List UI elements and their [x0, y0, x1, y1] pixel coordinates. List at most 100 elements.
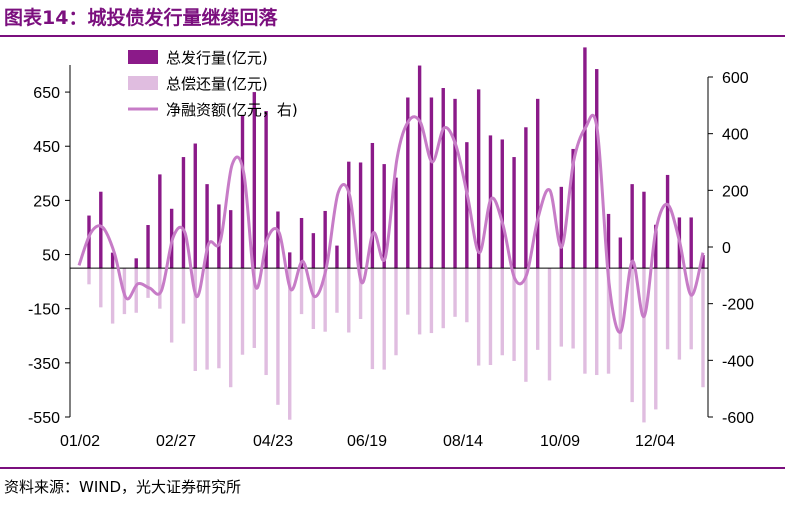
issuance-bar [406, 97, 410, 269]
issuance-bar [394, 177, 398, 269]
issuance-bar [228, 210, 233, 269]
left-axis-tick-label: 250 [33, 193, 60, 210]
issuance-bar [441, 88, 445, 269]
repayment-bar [193, 268, 197, 371]
repayment-bar [465, 268, 469, 323]
repayment-bar [358, 268, 363, 319]
issuance-bar [382, 164, 386, 269]
repayment-bar [535, 268, 540, 350]
repayment-bar [169, 268, 174, 343]
repayment-bar [595, 268, 599, 376]
issuance-bar [417, 65, 422, 269]
issuance-bar [453, 98, 457, 269]
repayment-bar [417, 268, 422, 335]
issuance-bar [252, 92, 257, 269]
left-axis-tick-label: -150 [28, 302, 60, 319]
title-divider [0, 35, 785, 37]
issuance-bar [311, 233, 316, 269]
issuance-bar [465, 142, 469, 269]
repayment-bar [394, 268, 398, 356]
issuance-bar [606, 213, 611, 269]
repayment-bar [299, 268, 304, 315]
issuance-bar [110, 252, 115, 269]
repayment-bar [181, 268, 186, 324]
issuance-bar [571, 148, 575, 269]
right-axis-tick-label: -200 [722, 297, 754, 314]
issuance-bar [559, 186, 564, 269]
issuance-bar [347, 161, 351, 269]
right-axis-tick-label: -400 [722, 353, 754, 370]
repayment-bar [606, 268, 611, 374]
issuance-bar [370, 142, 375, 269]
repayment-bar [512, 268, 516, 361]
repayment-bar [240, 268, 245, 355]
issuance-bar [595, 69, 599, 269]
issuance-bar [158, 174, 162, 269]
left-axis-tick-label: 50 [42, 248, 60, 265]
issuance-bar [583, 47, 587, 269]
repayment-bar [571, 268, 575, 349]
repayment-bar [347, 268, 351, 333]
issuance-bar [99, 191, 103, 269]
legend-swatch-repayment [128, 76, 158, 90]
issuance-bar [618, 237, 623, 269]
net-financing-line [77, 113, 705, 334]
left-axis-tick-label: 650 [33, 85, 60, 102]
issuance-bar [358, 162, 363, 269]
repayment-bar [217, 268, 221, 369]
issuance-bar [146, 225, 150, 269]
repayment-bar [524, 268, 528, 382]
repayment-bar [276, 268, 280, 405]
repayment-bar [488, 268, 493, 366]
repayment-bar [583, 268, 587, 374]
issuance-bar [654, 224, 658, 269]
repayment-bar [677, 268, 682, 360]
left-axis-tick-label: 450 [33, 139, 60, 156]
source-divider [0, 467, 785, 469]
repayment-bar [654, 268, 658, 410]
chart-title: 图表14：城投债发行量继续回落 [4, 7, 278, 29]
right-axis-tick-label: 200 [722, 183, 749, 200]
legend-label: 净融资额(亿元，右) [166, 101, 298, 119]
source-note: 资料来源：WIND，光大证券研究所 [4, 478, 242, 496]
repayment-bar [429, 268, 434, 334]
repayment-bar [288, 268, 292, 420]
issuance-bar [524, 127, 528, 269]
repayment-bar [252, 268, 257, 348]
x-axis-tick-label: 08/14 [443, 433, 483, 450]
repayment-bar [665, 268, 670, 350]
repayment-bar [158, 268, 162, 309]
repayment-bar [689, 268, 693, 350]
repayment-bar [453, 268, 457, 317]
issuance-bar [500, 139, 504, 269]
legend-label: 总发行量(亿元) [166, 49, 268, 67]
repayment-bar [323, 268, 327, 332]
issuance-bar [217, 204, 221, 269]
issuance-bar [288, 252, 292, 269]
x-axis-tick-label: 01/02 [60, 433, 100, 450]
repayment-bar [701, 268, 705, 388]
legend-label: 总偿还量(亿元) [166, 75, 268, 93]
repayment-bar [146, 268, 150, 298]
repayment-bar [99, 268, 103, 308]
left-axis-tick-label: -350 [28, 356, 60, 373]
repayment-bar [476, 268, 481, 366]
x-axis-tick-label: 04/23 [253, 433, 293, 450]
issuance-bar [193, 143, 197, 269]
repayment-bar [500, 268, 504, 356]
repayment-bar [370, 268, 375, 370]
issuance-bar [512, 157, 516, 269]
repayment-bar [406, 268, 410, 315]
issuance-bar [134, 258, 138, 269]
issuance-bar [429, 97, 434, 269]
repayment-bar [311, 268, 316, 329]
issuance-bar [264, 111, 268, 269]
repayment-bar [382, 268, 386, 370]
repayment-bar [630, 268, 634, 403]
issuance-bar [299, 217, 304, 269]
x-axis-tick-label: 06/19 [347, 433, 387, 450]
issuance-bar [476, 89, 481, 269]
issuance-bar [665, 174, 670, 269]
issuance-bar [181, 157, 186, 269]
issuance-bar [240, 115, 245, 269]
